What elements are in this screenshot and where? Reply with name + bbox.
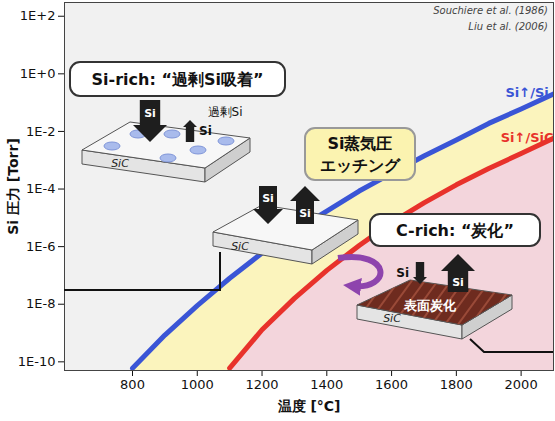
svg-text:1E-10: 1E-10 [18, 354, 56, 369]
svg-text:1E-6: 1E-6 [26, 239, 55, 254]
svg-text:エッチング: エッチング [320, 156, 401, 175]
svg-text:Si: Si [262, 192, 274, 205]
svg-text:1E-4: 1E-4 [26, 181, 55, 196]
svg-text:Si↑/Si: Si↑/Si [505, 85, 548, 100]
svg-text:1600: 1600 [375, 377, 408, 392]
svg-text:SiC: SiC [111, 157, 129, 170]
svg-text:1E-2: 1E-2 [26, 124, 55, 139]
svg-text:Si: Si [299, 207, 311, 220]
svg-text:1000: 1000 [181, 377, 214, 392]
svg-text:1E+2: 1E+2 [20, 8, 56, 23]
svg-text:1400: 1400 [310, 377, 343, 392]
svg-text:SiC: SiC [231, 240, 249, 253]
svg-text:800: 800 [120, 377, 145, 392]
svg-text:SiC: SiC [383, 312, 401, 325]
svg-text:Si: Si [396, 266, 409, 280]
svg-text:Si蒸気圧: Si蒸気圧 [327, 134, 392, 153]
svg-text:温度 [°C]: 温度 [°C] [277, 398, 341, 414]
svg-text:1200: 1200 [245, 377, 278, 392]
svg-text:2000: 2000 [505, 377, 538, 392]
svg-text:Si: Si [452, 276, 464, 289]
svg-text:Si↑/SiC: Si↑/SiC [501, 130, 554, 145]
svg-text:過剰Si: 過剰Si [208, 105, 243, 119]
svg-text:Si 圧力 [Torr]: Si 圧力 [Torr] [5, 138, 21, 235]
svg-text:Si-rich: “過剰Si吸着”: Si-rich: “過剰Si吸着” [92, 70, 264, 89]
svg-text:1E-8: 1E-8 [26, 296, 55, 311]
svg-text:Liu et al. (2006): Liu et al. (2006) [468, 21, 548, 32]
svg-text:Si: Si [199, 124, 212, 138]
svg-text:1E+0: 1E+0 [20, 66, 56, 81]
svg-text:Si: Si [144, 107, 156, 120]
svg-text:表面炭化: 表面炭化 [403, 298, 457, 313]
svg-text:C-rich: “炭化”: C-rich: “炭化” [396, 221, 514, 240]
svg-text:1800: 1800 [440, 377, 473, 392]
svg-text:Souchiere et al. (1986): Souchiere et al. (1986) [433, 5, 548, 16]
